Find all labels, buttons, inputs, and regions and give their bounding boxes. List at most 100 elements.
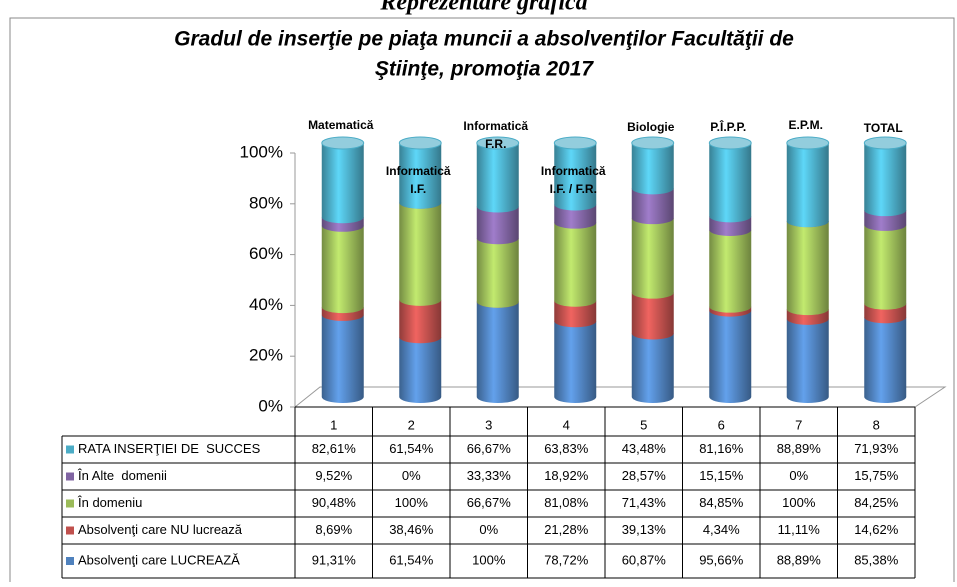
category-name: TOTAL [864, 121, 903, 135]
x-tick-label: 8 [873, 417, 880, 432]
bar-segment [631, 218, 674, 299]
table-value: 61,54% [389, 441, 434, 456]
bar-segment [554, 300, 597, 328]
data-table [61, 406, 916, 579]
category-name: I.F. [410, 182, 426, 196]
legend-key [66, 499, 74, 508]
bar-segment [554, 321, 597, 404]
chart-title: Gradul de inserţie pe piaţa muncii a abs… [174, 28, 794, 51]
table-value: 33,33% [467, 468, 512, 483]
bar-segment [786, 318, 829, 404]
chart-title: Ştiinţe, promoţia 2017 [375, 58, 595, 81]
y-tick-label: 60% [249, 244, 283, 263]
bar-segment [321, 225, 364, 314]
category-name: Informatică [463, 119, 528, 133]
cylinder-top [631, 136, 675, 150]
category-name: P.Î.P.P. [710, 119, 746, 134]
bar-segment [476, 238, 519, 308]
bar-segment [321, 143, 364, 224]
table-value: 78,72% [544, 552, 589, 567]
bar-segment [554, 143, 597, 211]
bar-segment [864, 317, 907, 404]
category-name: I.F. / F.R. [550, 182, 597, 196]
legend-key [66, 557, 74, 565]
y-tick-label: 100% [240, 142, 283, 161]
table-value: 61,54% [389, 552, 434, 567]
x-tick-label: 6 [718, 417, 725, 432]
cylinder-top [553, 136, 597, 150]
legend-label: Absolvenţi care LUCREAZĂ [78, 552, 240, 567]
table-value: 88,89% [777, 441, 822, 456]
table-value: 15,75% [854, 468, 899, 483]
x-tick-label: 4 [563, 417, 570, 432]
table-value: 100% [782, 495, 816, 510]
table-value: 95,66% [699, 552, 744, 567]
cylinder-top [321, 136, 365, 150]
table-value: 66,67% [467, 441, 512, 456]
bar-segment [399, 337, 442, 404]
bar-segment [399, 299, 442, 344]
legend-label: În Alte domenii [77, 468, 167, 483]
category-name: Informatică [386, 164, 451, 178]
table-value: 39,13% [622, 522, 667, 537]
table-value: 0% [789, 468, 808, 483]
bar-segment [864, 143, 907, 217]
table-value: 100% [472, 552, 506, 567]
table-value: 28,57% [622, 468, 667, 483]
bar-segment [631, 292, 674, 340]
bar-segment [709, 230, 752, 313]
bar-segment [476, 206, 519, 245]
bar-segment [554, 222, 597, 307]
cylinder-top [476, 136, 520, 150]
table-value: 82,61% [312, 441, 357, 456]
legend-label: Absolvenţi care NU lucrează [78, 522, 243, 537]
bar-segment [399, 143, 442, 209]
category-name: Informatică [541, 164, 606, 178]
table-value: 63,83% [544, 441, 589, 456]
legend-key [66, 472, 74, 481]
bar-segment [786, 221, 829, 316]
table-value: 8,69% [315, 522, 352, 537]
table-value: 18,92% [544, 468, 589, 483]
table-value: 43,48% [622, 441, 667, 456]
table-value: 88,89% [777, 552, 822, 567]
category-name: Biologie [627, 120, 675, 134]
x-tick-label: 3 [485, 417, 492, 432]
legend-key [66, 445, 74, 454]
table-value: 11,11% [778, 522, 821, 537]
table-value: 0% [402, 468, 421, 483]
table-value: 71,43% [622, 495, 667, 510]
bar-segment [554, 204, 597, 229]
y-tick-label: 0% [258, 396, 283, 415]
table-value: 9,52% [315, 468, 352, 483]
cylinder-top [863, 136, 907, 150]
bar-segment [631, 333, 674, 403]
table-value: 60,87% [622, 552, 667, 567]
table-value: 85,38% [854, 552, 899, 567]
category-name: F.R. [485, 137, 506, 151]
table-value: 100% [395, 495, 429, 510]
bar-segment [786, 143, 829, 228]
category-name: E.P.M. [789, 118, 823, 132]
bar-segment [864, 224, 907, 310]
bar-segment [631, 143, 674, 195]
category-name: Matematică [308, 118, 374, 132]
table-value: 90,48% [312, 495, 357, 510]
bar-segment [399, 202, 442, 306]
bar-segment [631, 188, 674, 225]
table-value: 91,31% [312, 552, 357, 567]
table-value: 81,16% [699, 441, 744, 456]
bar-segment [476, 143, 519, 213]
table-value: 71,93% [854, 441, 899, 456]
y-tick-label: 40% [249, 295, 283, 314]
table-value: 84,25% [854, 495, 899, 510]
cylinder-top [786, 136, 830, 150]
bar-segment [476, 301, 519, 404]
bar-segment [709, 143, 752, 223]
table-value: 81,08% [544, 495, 589, 510]
legend-label: În domeniu [77, 495, 142, 510]
cylinder-top [398, 136, 442, 150]
heading: Reprezentare grafică [379, 0, 587, 16]
floor [293, 386, 947, 408]
